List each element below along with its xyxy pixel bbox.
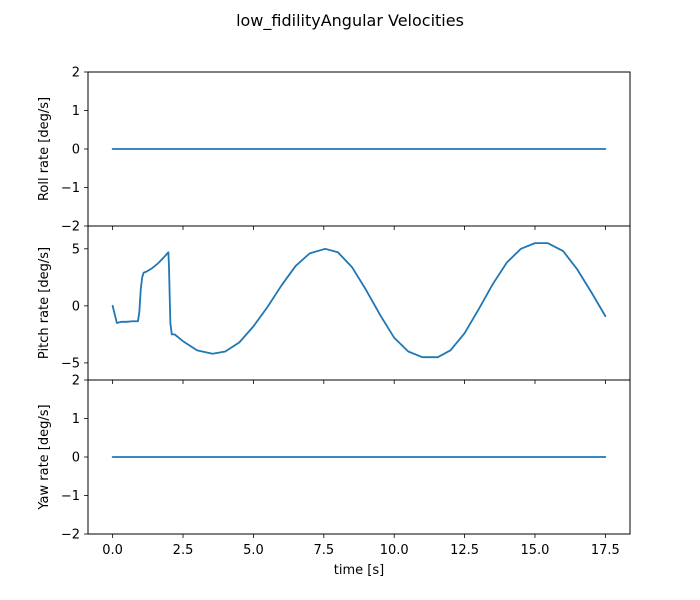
roll-rate-subplot: −2 −1 0 1 2 Roll rate [deg/s] (37, 66, 631, 235)
pitch-rate-ytick-label: −5 (61, 356, 80, 371)
yaw-rate-ytick-label: 2 (72, 374, 80, 389)
yaw-rate-xtick-label: 17.5 (591, 543, 620, 558)
roll-rate-ytick-label: 0 (72, 143, 80, 158)
yaw-rate-ylabel: Yaw rate [deg/s] (37, 404, 52, 510)
yaw-rate-xtick-label: 2.5 (173, 543, 194, 558)
yaw-rate-xtick-label: 5.0 (243, 543, 264, 558)
yaw-rate-xlabel: time [s] (334, 563, 384, 578)
pitch-rate-series-line (111, 242, 607, 359)
yaw-rate-subplot: −2 −1 0 1 2 0.0 2.5 5.0 7.5 10.0 12.5 15.0 17.5 Yaw r… (37, 374, 631, 578)
roll-rate-ytick-label: 2 (72, 66, 80, 81)
roll-rate-ytick-label: −2 (61, 220, 80, 235)
pitch-rate-ylabel: Pitch rate [deg/s] (37, 247, 52, 359)
pitch-rate-ytick-label: 5 (72, 242, 80, 257)
yaw-rate-ytick-label: −1 (61, 489, 80, 504)
roll-rate-ylabel: Roll rate [deg/s] (37, 97, 52, 201)
yaw-rate-xtick-label: 15.0 (520, 543, 549, 558)
yaw-rate-xtick-label: 10.0 (380, 543, 409, 558)
yaw-rate-xtick-label: 0.0 (102, 543, 123, 558)
roll-rate-ytick-label: 1 (72, 104, 80, 119)
yaw-rate-ytick-label: 0 (72, 451, 80, 466)
yaw-rate-ytick-label: 1 (72, 412, 80, 427)
roll-rate-ytick-label: −1 (61, 181, 80, 196)
yaw-rate-ytick-label: −2 (61, 528, 80, 543)
pitch-rate-ytick-label: 0 (72, 299, 80, 314)
yaw-rate-xtick-label: 12.5 (450, 543, 479, 558)
pitch-rate-subplot: −5 0 5 Pitch rate [deg/s] (37, 225, 631, 384)
figure-title: low_fidilityAngular Velocities (236, 11, 464, 31)
yaw-rate-xtick-label: 7.5 (313, 543, 334, 558)
